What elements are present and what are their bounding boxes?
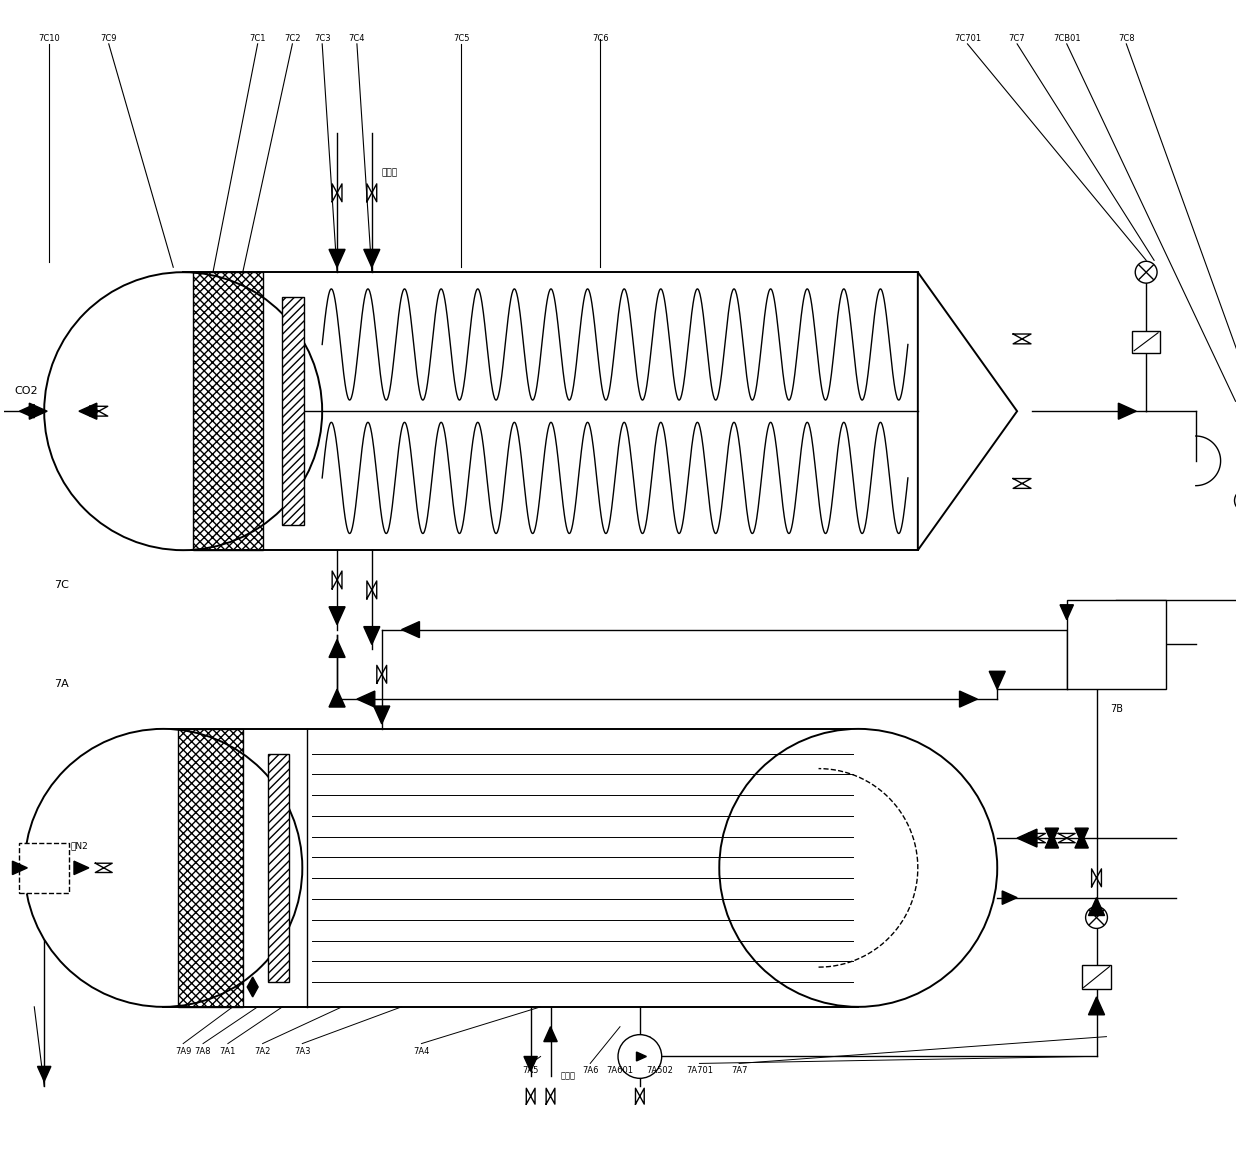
Circle shape [25, 729, 303, 1007]
Text: 7A: 7A [55, 680, 69, 689]
Circle shape [1136, 261, 1157, 283]
Polygon shape [1118, 404, 1136, 420]
Bar [193, 273, 263, 550]
Bar [1132, 331, 1161, 353]
Text: 7C1: 7C1 [249, 34, 265, 43]
Polygon shape [1060, 605, 1074, 620]
Circle shape [618, 1035, 662, 1079]
Polygon shape [1075, 833, 1089, 848]
Polygon shape [329, 689, 345, 707]
Text: 7A3: 7A3 [294, 1046, 310, 1056]
Text: 7C: 7C [55, 580, 69, 590]
Polygon shape [960, 691, 977, 707]
Text: 7A9: 7A9 [175, 1046, 191, 1056]
Text: 7C9: 7C9 [100, 34, 117, 43]
Text: 7C3: 7C3 [314, 34, 331, 43]
Polygon shape [402, 621, 419, 637]
Circle shape [1235, 490, 1240, 512]
Polygon shape [12, 861, 27, 874]
Polygon shape [1045, 833, 1059, 848]
Polygon shape [329, 250, 345, 267]
Polygon shape [30, 404, 47, 420]
Polygon shape [918, 273, 1017, 550]
Polygon shape [1238, 572, 1240, 590]
Circle shape [1085, 906, 1107, 928]
Polygon shape [329, 639, 345, 658]
Polygon shape [1089, 898, 1105, 915]
Text: CO2: CO2 [15, 386, 38, 397]
Text: 7A2: 7A2 [254, 1046, 270, 1056]
Text: 7A4: 7A4 [413, 1046, 429, 1056]
Text: 7C6: 7C6 [591, 34, 609, 43]
Polygon shape [1138, 332, 1154, 350]
Polygon shape [329, 607, 345, 624]
Bar [20, 843, 69, 892]
Polygon shape [990, 672, 1006, 689]
Text: 7C4: 7C4 [348, 34, 365, 43]
Bar [184, 273, 918, 550]
Polygon shape [373, 706, 389, 723]
Bar [164, 729, 858, 1007]
Bar [179, 729, 243, 1007]
Polygon shape [1089, 997, 1105, 1014]
Circle shape [45, 273, 322, 550]
Polygon shape [1075, 828, 1089, 843]
Text: 7A1: 7A1 [219, 1046, 236, 1056]
Polygon shape [1002, 891, 1017, 904]
Text: 稀释液: 稀释液 [560, 1072, 575, 1081]
Polygon shape [247, 978, 258, 997]
Polygon shape [74, 861, 89, 874]
Text: 7A6: 7A6 [582, 1066, 599, 1075]
Polygon shape [544, 1027, 557, 1042]
Polygon shape [363, 250, 379, 267]
Text: 7A5: 7A5 [522, 1066, 539, 1075]
Text: 7C2: 7C2 [284, 34, 300, 43]
Text: 7C10: 7C10 [38, 34, 60, 43]
Polygon shape [636, 1052, 646, 1061]
Polygon shape [525, 1057, 537, 1072]
Text: 7CB01: 7CB01 [1053, 34, 1080, 43]
Bar [268, 753, 289, 982]
Text: 7C7: 7C7 [1009, 34, 1025, 43]
Polygon shape [1017, 829, 1037, 848]
Polygon shape [1045, 828, 1059, 843]
Text: 7A701: 7A701 [686, 1066, 713, 1075]
Text: 通N2: 通N2 [71, 841, 88, 850]
Bar [283, 297, 304, 526]
Bar [1066, 600, 1166, 689]
Circle shape [719, 729, 997, 1007]
Text: 7C701: 7C701 [954, 34, 981, 43]
Polygon shape [1238, 505, 1240, 522]
Text: 7A8: 7A8 [195, 1046, 211, 1056]
Text: 7A7: 7A7 [730, 1066, 748, 1075]
Text: 7C5: 7C5 [453, 34, 470, 43]
Polygon shape [363, 627, 379, 644]
Text: 稀释液: 稀释液 [382, 168, 398, 177]
Polygon shape [20, 405, 35, 417]
Text: 7A502: 7A502 [646, 1066, 673, 1075]
Polygon shape [79, 404, 97, 420]
Polygon shape [37, 1066, 51, 1081]
Text: 7A601: 7A601 [606, 1066, 634, 1075]
Polygon shape [357, 691, 374, 707]
Bar [1081, 965, 1111, 989]
Text: 7C8: 7C8 [1118, 34, 1135, 43]
Text: 7B: 7B [1110, 704, 1123, 714]
